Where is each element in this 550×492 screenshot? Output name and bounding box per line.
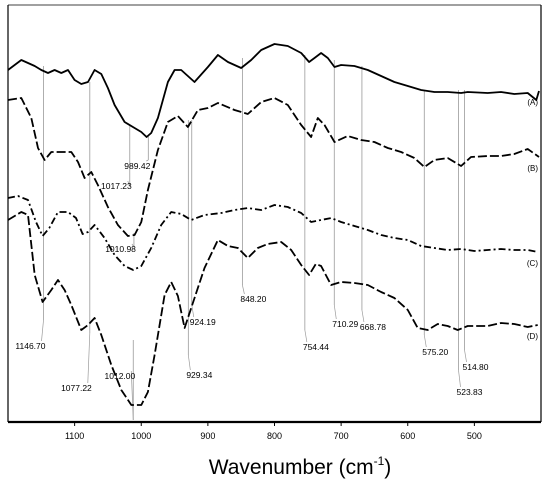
peak-leader (464, 349, 467, 363)
series-line (7, 211, 538, 406)
peak-label: 575.20 (422, 347, 448, 357)
peak-leader (361, 309, 365, 323)
peak-label: 1012.00 (105, 371, 136, 381)
peak-leader (304, 329, 308, 343)
peak-leader (41, 319, 44, 342)
peak-leader (333, 304, 337, 320)
peak-leader (146, 159, 149, 162)
series-line (7, 43, 540, 138)
peak-label: 1077.22 (61, 383, 92, 393)
series-label: (B) (527, 164, 538, 173)
peak-label: 929.34 (186, 370, 212, 380)
series-label: (A) (527, 98, 538, 107)
x-tick-label: 500 (467, 431, 482, 441)
peak-label: 989.42 (124, 161, 150, 171)
peak-leader (130, 370, 134, 421)
peak-leader (127, 180, 131, 187)
x-axis-label: Wavenumber (cm-1) (209, 454, 392, 479)
peak-leader (87, 332, 91, 384)
series-label: (C) (527, 259, 538, 268)
peak-label: 514.80 (463, 362, 489, 372)
peak-label: 848.20 (240, 294, 266, 304)
peak-leader (458, 369, 461, 388)
x-tick-label: 1000 (131, 431, 151, 441)
peak-label: 668.78 (360, 322, 386, 332)
peak-label: 523.83 (456, 387, 482, 397)
series-line (7, 97, 540, 237)
peak-label: 1010.98 (105, 244, 136, 254)
peak-label: 1017.23 (101, 181, 132, 191)
x-tick-label: 900 (200, 431, 215, 441)
x-axis-label-main: Wavenumber (cm (209, 456, 374, 479)
x-axis-ticks: 1100 1000 900 800 700 600 500 (65, 422, 482, 441)
peak-label: 1146.70 (15, 341, 45, 351)
x-tick-label: 700 (334, 431, 349, 441)
x-tick-label: 600 (400, 431, 415, 441)
spectra (7, 43, 540, 406)
peak-leader (423, 334, 427, 348)
series-labels: (A) (B) (C) (D) (527, 98, 538, 341)
peak-label: 710.29 (332, 319, 358, 329)
series-label: (D) (527, 332, 538, 341)
series-line (7, 195, 538, 271)
peak-leader (242, 284, 245, 295)
peak-label: 754.44 (303, 342, 329, 352)
peak-leader (131, 243, 135, 248)
peak-annotations: 1146.70 1077.22 1017.23 1010.98 1012.00 989.4… (15, 55, 489, 421)
x-axis-label-sup: -1 (374, 454, 385, 468)
peak-leader (191, 304, 195, 318)
x-tick-label: 800 (267, 431, 282, 441)
plot-frame (7, 4, 542, 424)
x-tick-label: 1100 (65, 431, 84, 441)
peak-leader (187, 354, 191, 371)
x-axis-label-close: ) (384, 456, 391, 479)
peak-label: 924.19 (190, 317, 216, 327)
